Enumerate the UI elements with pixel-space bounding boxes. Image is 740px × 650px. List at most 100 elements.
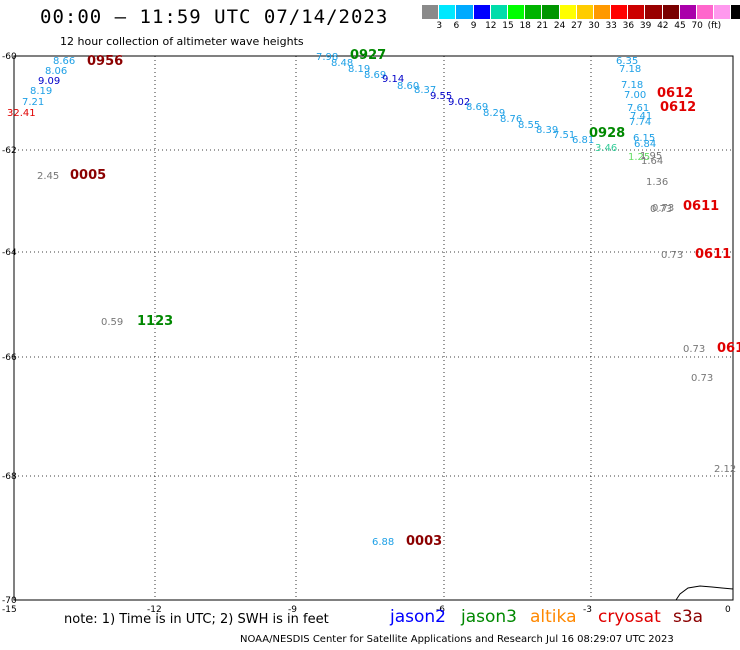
lat-tick-label: -66 xyxy=(2,353,17,363)
lon-tick-label: -9 xyxy=(288,605,297,615)
wave-height-label: 7.18 xyxy=(619,64,641,75)
lon-tick-label: -12 xyxy=(147,605,162,615)
scale-swatch xyxy=(697,5,715,19)
pass-time-label: 061 xyxy=(717,341,740,356)
pass-time-label: 0612 xyxy=(660,100,696,115)
scale-swatch xyxy=(679,5,697,19)
lat-tick-label: -68 xyxy=(2,472,17,482)
scale-swatch xyxy=(439,5,457,19)
scale-swatch xyxy=(611,5,629,19)
wave-height-label: 8.69 xyxy=(364,70,386,81)
satellite-jason3: jason3 xyxy=(461,607,517,627)
pass-time-label: 0005 xyxy=(70,168,106,183)
scale-swatch xyxy=(731,5,740,19)
scale-label: 33 xyxy=(605,21,617,31)
wave-height-label: 7.18 xyxy=(621,80,643,91)
lat-tick-label: -64 xyxy=(2,248,17,258)
wave-height-label: 6.35 xyxy=(616,56,638,67)
wave-height-label: 7.51 xyxy=(553,130,575,141)
wave-height-label: 6.88 xyxy=(372,537,394,548)
wave-height-label: 8.39 xyxy=(536,125,558,136)
scale-label: 15 xyxy=(502,21,514,31)
scale-swatch xyxy=(507,5,526,19)
wave-height-label: 0.59 xyxy=(101,317,123,328)
wave-height-label: 9.02 xyxy=(448,97,470,108)
wave-height-label: 8.06 xyxy=(45,66,67,77)
wave-height-label: 3.46 xyxy=(595,143,617,154)
wave-height-label: 8.19 xyxy=(348,64,370,75)
pass-time-label: 0611 xyxy=(695,247,731,262)
pass-time-label: 1123 xyxy=(137,314,173,329)
map-grid xyxy=(14,56,733,600)
satellite-cryosat: cryosat xyxy=(598,607,661,627)
wave-height-label: 8.76 xyxy=(500,114,522,125)
wave-height-label: 8.48 xyxy=(331,58,353,69)
scale-swatch xyxy=(456,5,474,19)
wave-height-label: 1.36 xyxy=(646,177,668,188)
wave-height-label: 2.45 xyxy=(37,171,59,182)
scale-label: 12 xyxy=(485,21,497,31)
pass-time-label: 0003 xyxy=(406,534,442,549)
wave-height-label: 8.29 xyxy=(483,108,505,119)
axis-labels: -15 -12 -9 -6 -3 0 -60 -62 -64 -66 -68 -70 xyxy=(2,52,731,615)
scale-label: 36 xyxy=(622,21,635,31)
footer-note: note: 1) Time is in UTC; 2) SWH is in fe… xyxy=(64,612,329,627)
satellite-jason2: jason2 xyxy=(390,607,446,627)
credit-line: NOAA/NESDIS Center for Satellite Applica… xyxy=(240,634,674,645)
lat-tick-label: -62 xyxy=(2,146,17,156)
wave-height-label: 0.73 xyxy=(683,344,705,355)
scale-swatch xyxy=(559,5,577,19)
wave-height-label: 8.60 xyxy=(397,81,419,92)
color-scale-labels: 3 6 9 12 15 18 21 24 27 30 33 36 39 42 45 70 (ft) xyxy=(422,21,740,33)
wave-height-color-scale xyxy=(422,5,740,19)
scale-label: 18 xyxy=(519,21,531,31)
page-subtitle: 12 hour collection of altimeter wave hei… xyxy=(60,35,304,48)
wave-height-label: 8.55 xyxy=(518,120,540,131)
wave-height-label: 6.81 xyxy=(572,135,594,146)
pass-time-label: 0928 xyxy=(589,126,625,141)
wave-height-label: 8.69 xyxy=(466,102,488,113)
wave-height-label: 1.25 xyxy=(628,152,650,163)
pass-time-label: 0612 xyxy=(657,86,693,101)
scale-swatch xyxy=(525,5,543,19)
scale-swatch xyxy=(662,5,680,19)
wave-height-label: 7.21 xyxy=(22,97,44,108)
map-frame xyxy=(13,55,734,601)
scale-label: 30 xyxy=(588,21,600,31)
wave-height-label: 8.37 xyxy=(414,85,436,96)
wave-height-label: 2.12 xyxy=(714,464,736,475)
scale-label: 39 xyxy=(639,21,652,31)
scale-label: (ft) xyxy=(707,21,722,31)
wave-height-label: 9.55 xyxy=(430,91,452,102)
satellite-s3a: s3a xyxy=(673,607,704,627)
pass-time-label: 0956 xyxy=(87,54,123,69)
wave-height-label: 7.98 xyxy=(316,52,338,63)
scale-label: 9 xyxy=(470,21,477,31)
page-title: 00:00 – 11:59 UTC 07/14/2023 xyxy=(40,6,389,28)
wave-height-label: 1.64 xyxy=(641,156,663,167)
pass-time-label: 0927 xyxy=(350,48,386,63)
lon-tick-label: -6 xyxy=(436,605,445,615)
scale-swatch xyxy=(593,5,612,19)
scale-label: 27 xyxy=(571,21,583,31)
wave-height-label: 32.41 xyxy=(7,108,36,119)
wave-height-label: 6.84 xyxy=(634,139,656,150)
antarctic-coastline xyxy=(675,585,734,601)
wave-height-label: 8.19 xyxy=(30,86,52,97)
scale-swatch xyxy=(714,5,732,19)
scale-swatch xyxy=(542,5,560,19)
lon-tick-label: 0 xyxy=(725,605,731,615)
scale-label: 70 xyxy=(691,21,703,31)
lat-tick-label: -70 xyxy=(2,596,17,606)
scale-label: 42 xyxy=(657,21,669,31)
lon-tick-label: -3 xyxy=(583,605,592,615)
wave-height-label: 7.00 xyxy=(624,90,646,101)
scale-swatch xyxy=(645,5,663,19)
wave-height-label: 0.73 xyxy=(661,250,683,261)
scale-swatch xyxy=(490,5,508,19)
scale-label: 21 xyxy=(536,21,549,31)
lat-tick-label: -60 xyxy=(2,52,17,62)
wave-height-label: 8.66 xyxy=(53,56,75,67)
scale-label: 6 xyxy=(453,21,460,31)
